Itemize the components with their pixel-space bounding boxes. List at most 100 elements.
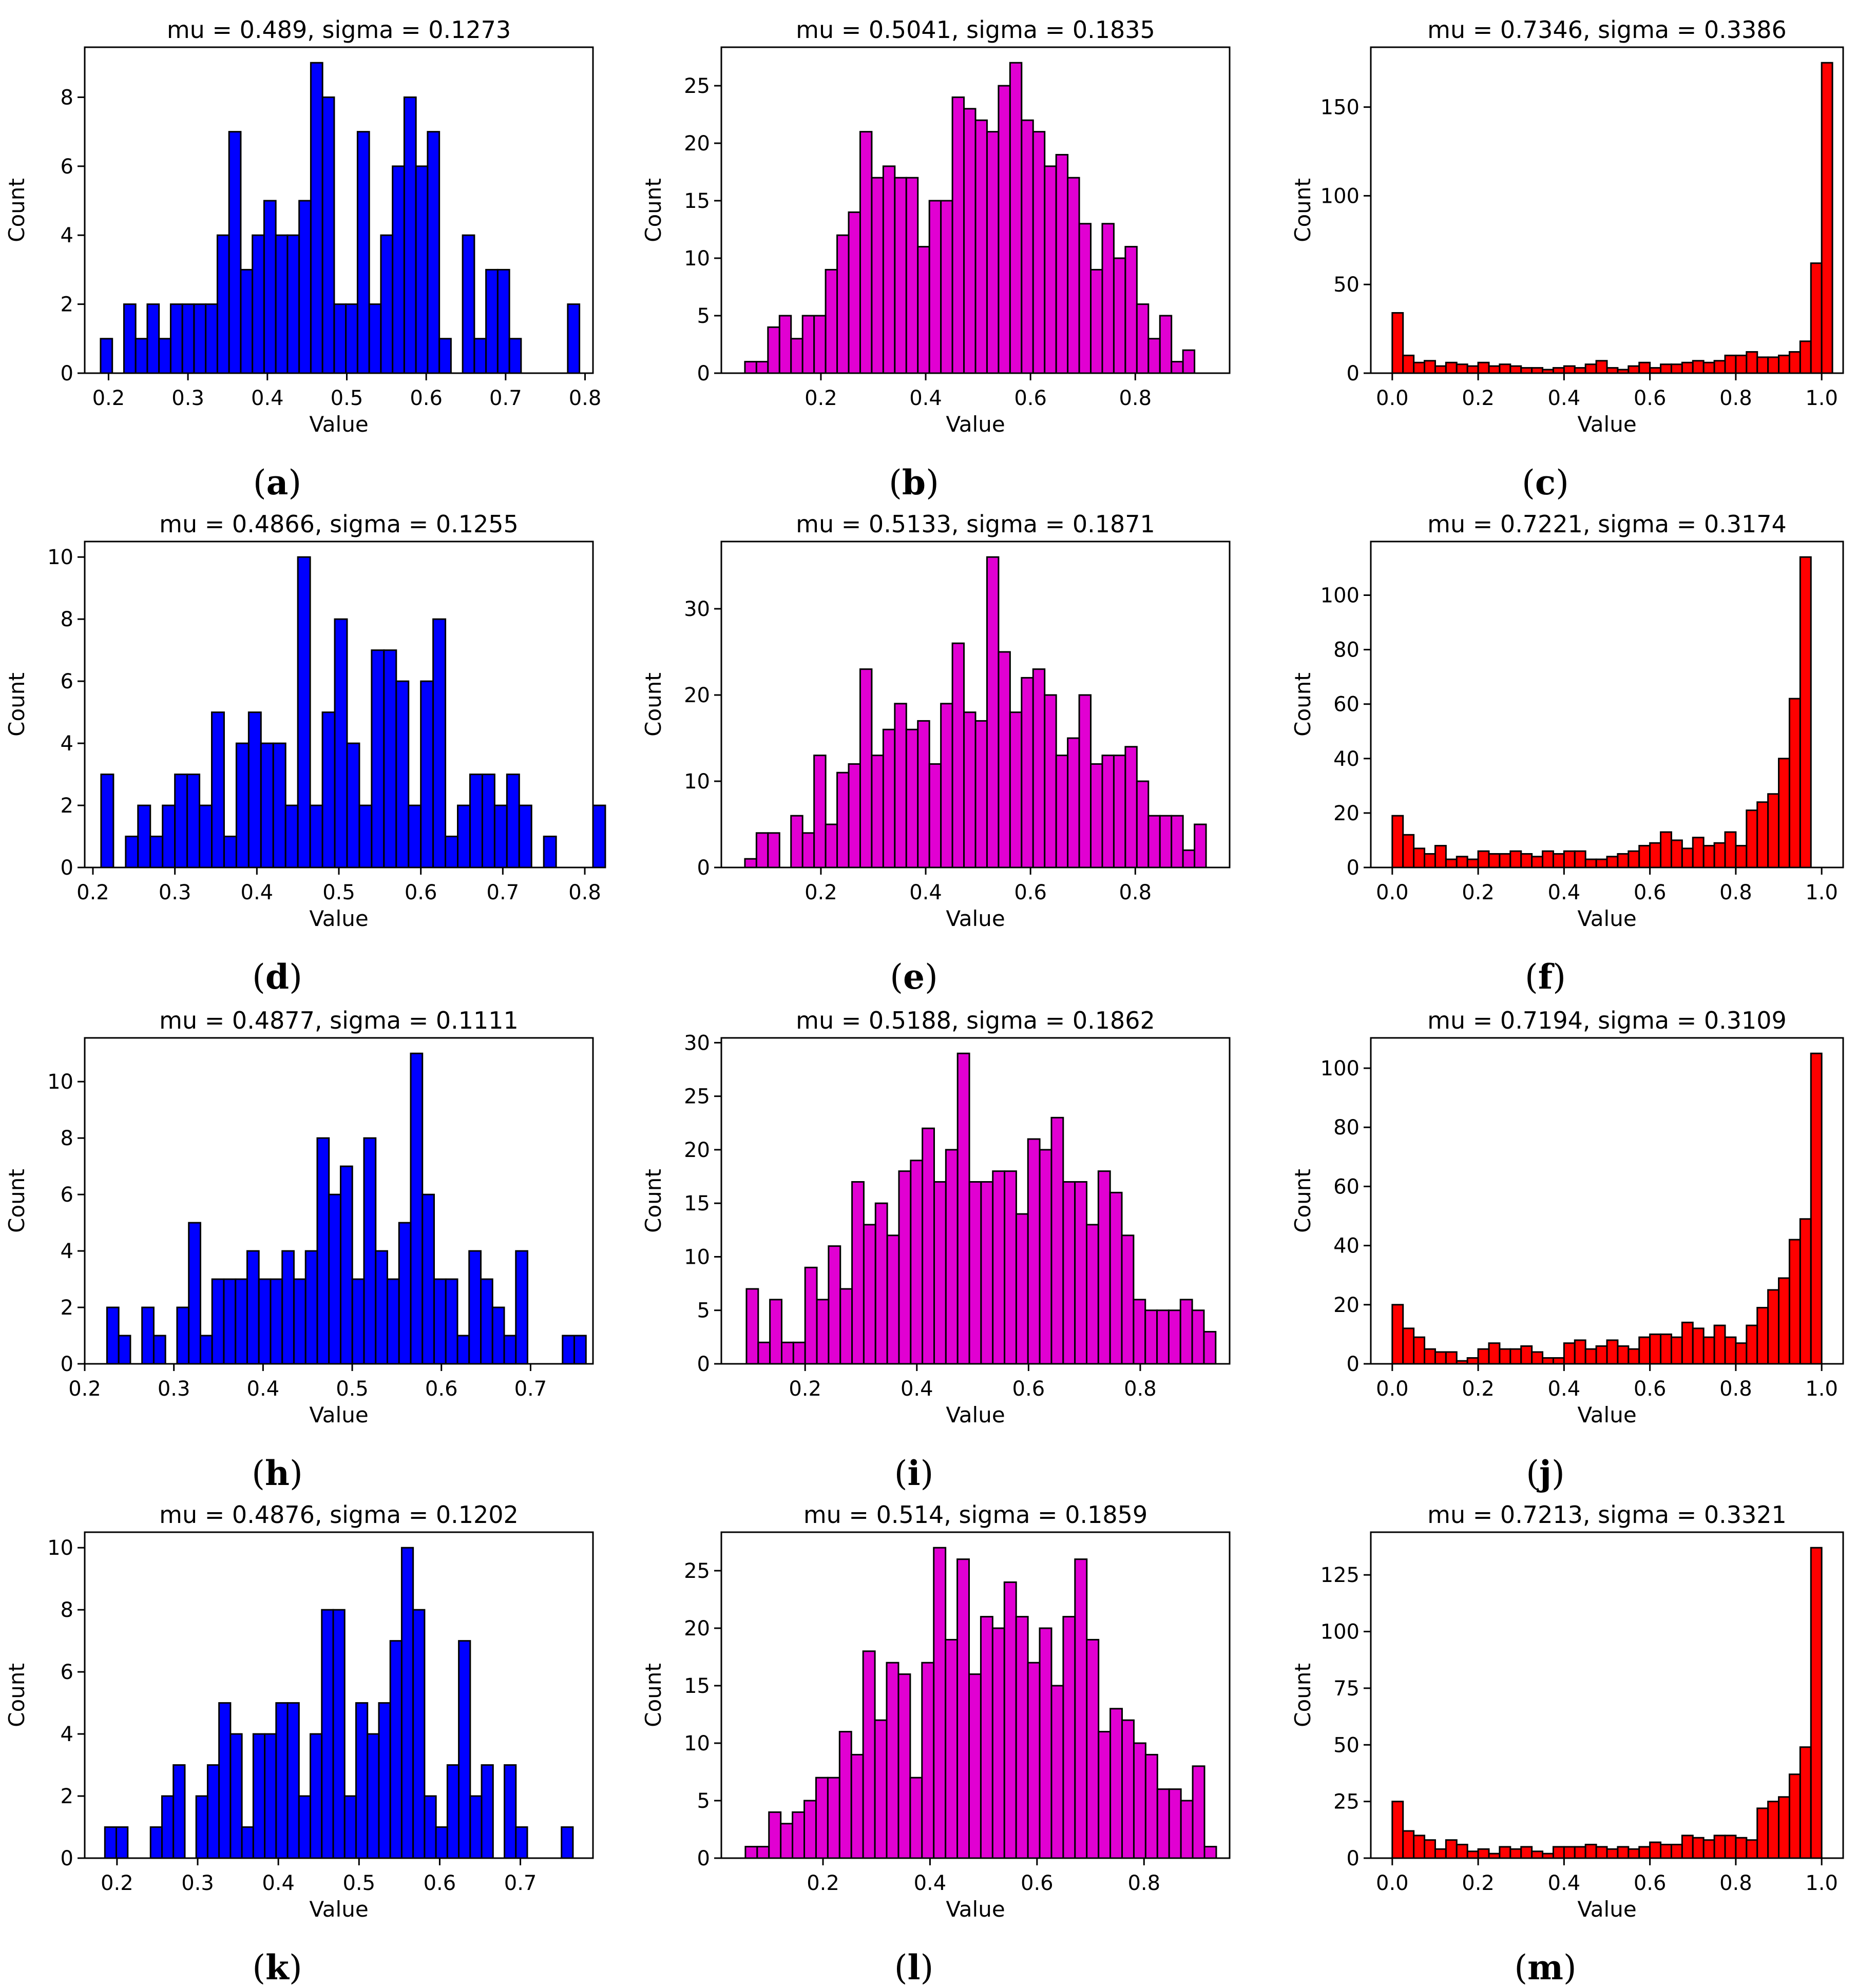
plot-frame	[1370, 46, 1844, 374]
histogram-bar	[247, 711, 262, 868]
histogram-bar	[1724, 831, 1737, 868]
histogram-bar	[1681, 847, 1694, 868]
histogram-bar	[1488, 1342, 1501, 1365]
x-tick-label: 0.4	[251, 387, 284, 410]
histogram-bar	[933, 1181, 947, 1365]
histogram-bar	[804, 1266, 818, 1365]
histogram-bar	[951, 96, 965, 374]
histogram-bar	[1692, 1837, 1705, 1859]
histogram-bar	[1584, 1844, 1597, 1859]
histogram-bar	[351, 1278, 365, 1365]
x-tick-label: 0.6	[1014, 881, 1047, 904]
histogram-bar	[968, 1673, 982, 1859]
histogram-bar	[1124, 746, 1138, 868]
histogram-bar	[1660, 363, 1672, 374]
histogram-bar	[1062, 1181, 1076, 1365]
y-tick-label: 2	[61, 794, 73, 818]
histogram-bar	[963, 108, 977, 374]
histogram-bar	[1670, 839, 1683, 868]
x-axis-label: Value	[309, 1897, 368, 1922]
subfigure-caption: (a)	[253, 462, 301, 503]
y-axis-label: Count	[641, 1169, 666, 1233]
y-tick-label: 2	[61, 293, 73, 317]
histogram-panel-l: 0.2 0.4 0.6 0.8 0 5 10 15 20 25 mu = 0.514, sigma …	[641, 1501, 1231, 1987]
x-tick-label: 0.4	[241, 881, 274, 904]
histogram-bar	[1778, 1796, 1790, 1859]
histogram-bar	[1078, 223, 1092, 374]
histogram-bar	[792, 1341, 806, 1365]
y-tick-label: 10	[684, 1245, 710, 1269]
histogram-bar	[515, 1250, 529, 1365]
caption-paren-close: )	[926, 463, 939, 503]
histogram-bar	[272, 742, 286, 868]
histogram-bar	[427, 131, 441, 374]
histogram-panel-h: 0.2 0.3 0.4 0.5 0.6 0.7 0 2 4 6 8 10 mu = 0.4877, si…	[4, 1007, 594, 1493]
histogram-bar	[1542, 1357, 1554, 1365]
histogram-bar	[181, 303, 195, 374]
histogram-bar	[1499, 1846, 1511, 1859]
histogram-bar	[1101, 755, 1115, 868]
x-tick-label: 0.6	[424, 1871, 456, 1895]
histogram-bar	[1015, 1616, 1029, 1859]
x-tick-label: 0.4	[914, 1871, 947, 1895]
histogram-bar	[162, 804, 176, 868]
histogram-bar	[1477, 850, 1490, 868]
histogram-bar	[481, 1764, 494, 1859]
histogram-bar	[469, 774, 483, 868]
y-tick-label: 8	[61, 86, 73, 109]
y-tick-label: 5	[697, 304, 710, 328]
x-tick-label: 0.6	[1634, 387, 1667, 410]
x-tick-label: 0.3	[158, 1377, 190, 1401]
histogram-bar	[173, 1764, 186, 1859]
histogram-bar	[216, 234, 230, 374]
histogram-bar	[432, 618, 447, 868]
caption-paren-close: )	[925, 957, 938, 997]
histogram-bar	[1788, 1239, 1801, 1365]
caption-paren-open: (	[894, 1948, 908, 1987]
histogram-bar	[1133, 1299, 1146, 1365]
histogram-bar	[1424, 1348, 1436, 1365]
histogram-bar	[1133, 1742, 1146, 1859]
histogram-bar	[897, 1673, 911, 1859]
chart-title: mu = 0.514, sigma = 0.1859	[803, 1501, 1147, 1529]
caption-letter: f	[1538, 957, 1555, 997]
histogram-bar	[462, 234, 475, 374]
x-tick-label: 1.0	[1805, 1871, 1838, 1895]
histogram-bar	[1724, 354, 1737, 374]
histogram-bar	[1477, 1348, 1490, 1365]
histogram-bar	[1456, 856, 1468, 868]
histogram-bar	[1584, 858, 1597, 868]
y-tick-label: 100	[1320, 184, 1360, 208]
histogram-bar	[321, 96, 335, 374]
y-tick-label: 0	[697, 856, 710, 880]
histogram-bar	[1203, 1330, 1217, 1365]
histogram-bar	[333, 303, 347, 374]
x-axis-label: Value	[1577, 906, 1636, 931]
histogram-bar	[780, 1341, 794, 1365]
histogram-bar	[871, 177, 884, 374]
histogram-bar	[408, 804, 422, 868]
histogram-bar	[246, 1250, 260, 1365]
histogram-bar	[1724, 1835, 1737, 1859]
histogram-bar	[392, 165, 405, 374]
histogram-bar	[199, 804, 213, 868]
subfigure-caption: (e)	[890, 957, 938, 997]
x-tick-label: 0.7	[487, 881, 520, 904]
histogram-bar	[1402, 354, 1415, 374]
histogram-bar	[1509, 1348, 1522, 1365]
histogram-bar	[518, 804, 532, 868]
histogram-bar	[792, 1811, 806, 1859]
histogram-bar	[321, 1609, 334, 1859]
histogram-bar	[1191, 1309, 1205, 1365]
histogram-bar	[1713, 1835, 1726, 1859]
histogram-bar	[1617, 1846, 1630, 1859]
x-axis-label: Value	[309, 412, 368, 437]
y-tick-label: 20	[684, 1138, 710, 1162]
histogram-bar	[229, 1733, 243, 1859]
histogram-bar	[1681, 361, 1694, 374]
x-tick-label: 0.8	[1119, 881, 1152, 904]
x-tick-label: 0.2	[1462, 1377, 1495, 1401]
y-axis-label: Count	[641, 672, 666, 737]
histogram-bar	[1032, 131, 1046, 374]
histogram-bar	[1424, 360, 1436, 374]
